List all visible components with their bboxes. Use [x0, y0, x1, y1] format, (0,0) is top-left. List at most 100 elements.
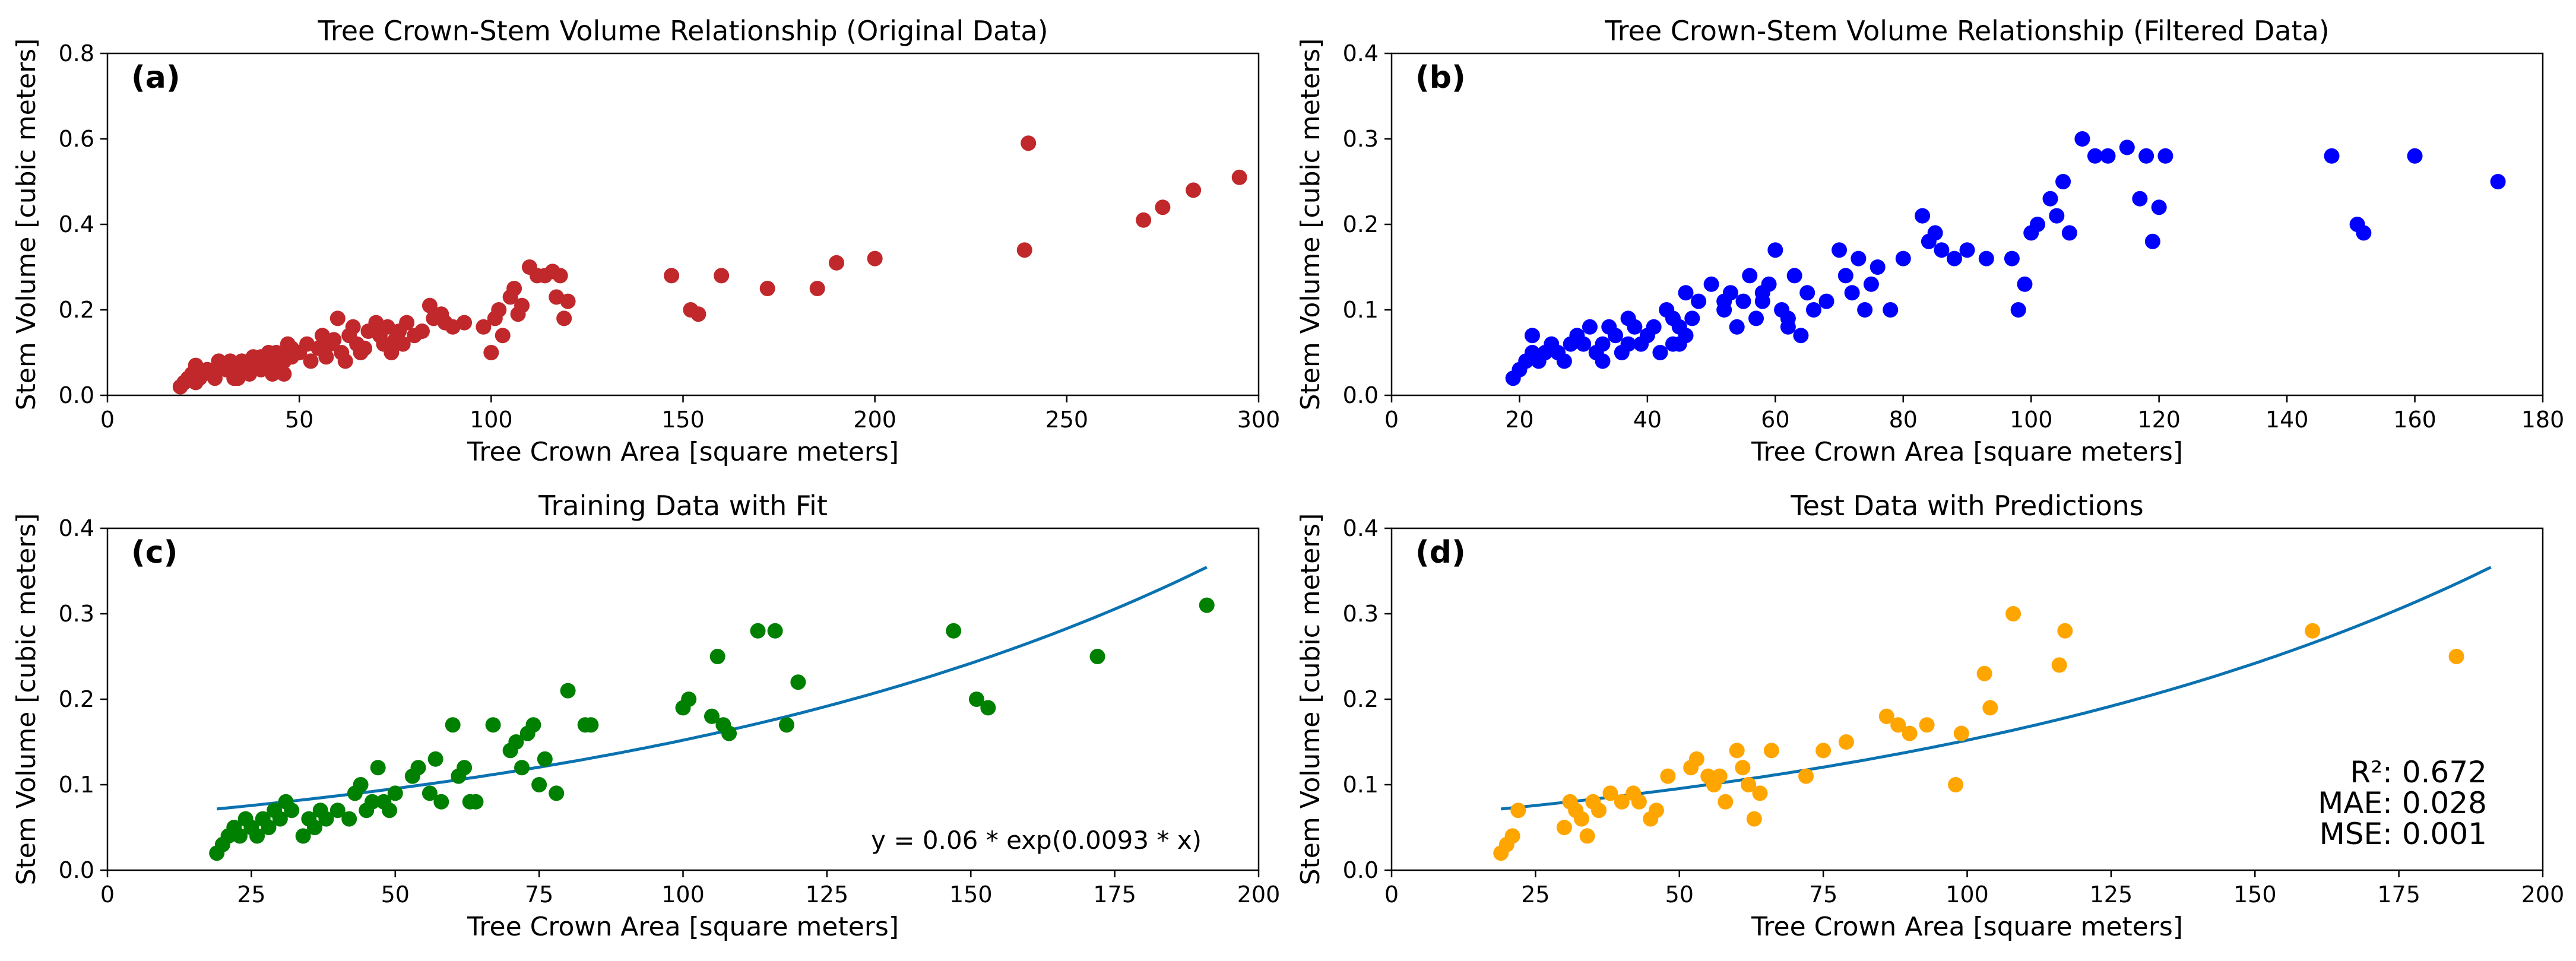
data-point [485, 717, 501, 733]
data-point [1646, 319, 1662, 335]
data-point [1155, 199, 1171, 215]
data-point [427, 751, 443, 767]
data-point [704, 708, 720, 724]
x-tick-label: 20 [1505, 407, 1533, 433]
data-point [2448, 649, 2464, 664]
data-point [410, 760, 426, 776]
data-point [1832, 242, 1848, 258]
data-point [514, 297, 530, 313]
data-point [1136, 212, 1152, 228]
data-point [1948, 777, 1964, 792]
data-point [261, 820, 277, 835]
y-tick-label: 0.0 [1343, 382, 1379, 408]
data-point [1748, 310, 1764, 326]
data-point [1754, 293, 1770, 309]
data-point [1815, 743, 1832, 759]
data-point [1579, 828, 1595, 844]
panel-label: (b) [1415, 60, 1466, 96]
y-tick-label: 0.2 [1343, 211, 1379, 237]
data-point [2324, 148, 2340, 164]
y-tick-label: 0.3 [59, 601, 94, 627]
x-tick-label: 175 [1093, 881, 1136, 908]
data-point [1660, 768, 1676, 784]
data-point [1863, 276, 1879, 292]
data-point [1786, 268, 1802, 284]
data-point [2100, 148, 2116, 164]
y-tick-label: 0.4 [1343, 515, 1379, 541]
panel-label: (d) [1415, 535, 1466, 570]
y-axis-label: Stem Volume [cubic meters] [11, 513, 42, 886]
x-tick-label: 150 [2233, 881, 2277, 908]
data-point [1688, 751, 1704, 767]
x-tick-label: 200 [1237, 881, 1281, 908]
y-tick-label: 0.6 [59, 126, 94, 152]
metric-label: MSE: 0.001 [2320, 817, 2487, 851]
y-tick-label: 0.8 [59, 40, 94, 66]
data-point [1524, 328, 1540, 344]
data-point [232, 828, 248, 844]
data-point [457, 760, 473, 776]
chart-title: Test Data with Predictions [1790, 490, 2143, 522]
data-point [341, 811, 357, 827]
x-tick-label: 25 [1521, 881, 1550, 908]
y-axis-label: Stem Volume [cubic meters] [11, 39, 42, 411]
data-point [1838, 734, 1854, 750]
data-point [2305, 623, 2321, 639]
data-point [1919, 717, 1935, 733]
data-point [370, 760, 386, 776]
x-tick-label: 0 [1384, 881, 1399, 908]
y-tick-label: 0.4 [1343, 40, 1379, 66]
data-point [445, 717, 461, 733]
x-axis-label: Tree Crown Area [square meters] [1751, 912, 2183, 942]
data-point [1978, 250, 1994, 267]
x-tick-label: 75 [525, 881, 553, 908]
data-point [2119, 139, 2135, 156]
plot-area [1493, 566, 2492, 861]
data-point [1735, 760, 1751, 776]
data-point [549, 785, 565, 801]
y-tick-label: 0.4 [59, 515, 94, 541]
chart-panel-4: Test Data with Predictions 0 25 50 75 100 125 1… [1295, 490, 2564, 942]
data-point [1780, 310, 1796, 326]
data-point [809, 281, 825, 296]
metric-label: R²: 0.672 [2350, 755, 2487, 789]
data-point [1844, 285, 1860, 301]
data-point [2055, 174, 2071, 189]
data-point [664, 268, 680, 284]
x-tick-label: 50 [381, 881, 410, 908]
data-point [1946, 250, 1962, 267]
data-point [2010, 302, 2026, 318]
plot-area [172, 135, 1247, 395]
data-point [276, 366, 292, 382]
data-point [1895, 250, 1911, 267]
chart-panel-2: Tree Crown-Stem Volume Relationship (Fil… [1295, 15, 2564, 467]
data-point [779, 717, 795, 733]
data-point [199, 361, 216, 378]
x-tick-label: 250 [1045, 407, 1089, 433]
data-point [560, 293, 576, 309]
x-tick-label: 100 [470, 407, 513, 433]
data-point [433, 794, 449, 810]
data-point [1741, 777, 1757, 792]
data-point [1665, 310, 1681, 326]
data-point [946, 623, 962, 639]
plot-frame [106, 527, 1260, 871]
data-point [491, 302, 507, 318]
data-point [1582, 319, 1598, 335]
data-point [2144, 233, 2160, 249]
data-point [556, 310, 572, 326]
data-point [552, 268, 568, 284]
data-point [980, 700, 996, 716]
data-point [1627, 319, 1643, 335]
data-point [2061, 225, 2077, 241]
data-point [690, 306, 706, 322]
chart-title: Tree Crown-Stem Volume Relationship (Ori… [317, 15, 1048, 47]
data-point [1671, 336, 1687, 352]
x-tick-label: 125 [2090, 881, 2133, 908]
data-point [1735, 293, 1751, 309]
data-point [329, 803, 346, 819]
data-point [829, 255, 845, 271]
data-point [2004, 250, 2020, 267]
x-tick-label: 120 [2137, 407, 2181, 433]
data-point [867, 250, 883, 267]
